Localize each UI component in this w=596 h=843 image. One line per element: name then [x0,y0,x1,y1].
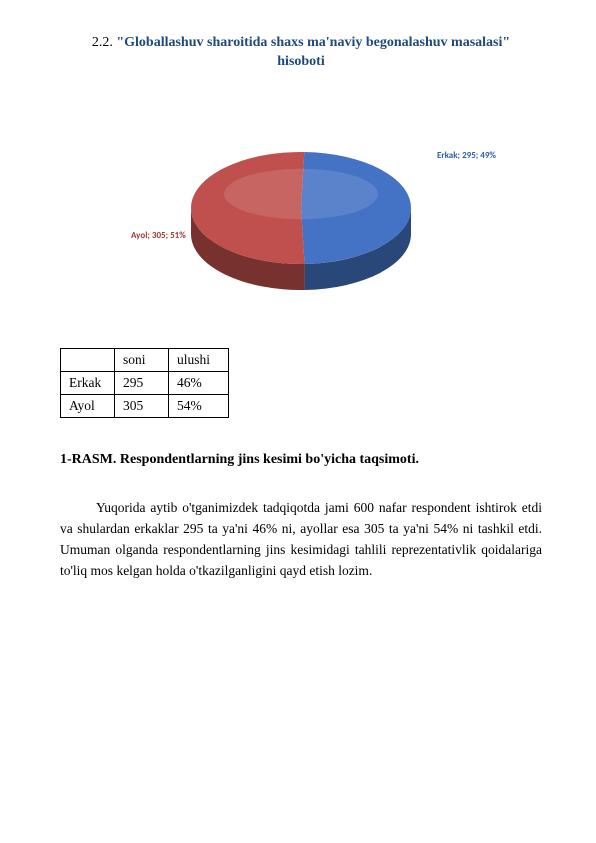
table-cell: 54% [169,394,229,417]
title-line1: "Globallashuv sharoitida shaxs ma'naviy … [116,35,510,50]
page-title: 2.2. "Globallashuv sharoitida shaxs ma'n… [60,34,542,72]
table-header-cell: soni [115,348,169,371]
svg-text:Erkak; 295; 49%: Erkak; 295; 49% [437,150,496,161]
table-cell: 305 [115,394,169,417]
body-paragraph: Yuqorida aytib o'tganimizdek tadqiqotda … [60,498,542,582]
table-cell: Erkak [61,371,115,394]
pie-chart-svg: Erkak; 295; 49% Ayol; 305; 51% [71,98,531,328]
figure-caption: 1-RASM. Respondentlarning jins kesimi bo… [60,452,542,468]
table-cell: Ayol [61,394,115,417]
svg-text:Ayol; 305; 51%: Ayol; 305; 51% [131,230,186,241]
table-cell: 46% [169,371,229,394]
data-table: soniulushiErkak29546%Ayol30554% [60,348,229,418]
pie-chart: Erkak; 295; 49% Ayol; 305; 51% [60,98,542,328]
table-row: Ayol30554% [61,394,229,417]
table-row: Erkak29546% [61,371,229,394]
table-cell: 295 [115,371,169,394]
section-number: 2.2. [92,35,117,50]
table-header-cell [61,348,115,371]
title-line2: hisoboti [277,54,324,69]
table-header-cell: ulushi [169,348,229,371]
